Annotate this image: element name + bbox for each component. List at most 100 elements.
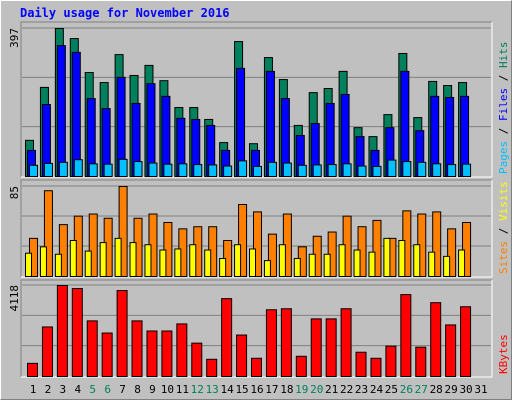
y-tick-label: 4118 [8, 285, 21, 312]
x-tick-label: 26 [400, 383, 413, 396]
bar [116, 290, 128, 377]
bar [445, 324, 457, 378]
bar [312, 164, 322, 178]
bar [54, 253, 62, 278]
bar [327, 164, 337, 177]
plot-border-light [21, 180, 493, 278]
x-tick-label: 17 [265, 383, 278, 396]
bar [238, 160, 248, 178]
bar [174, 248, 182, 277]
bar [325, 318, 337, 377]
legend-entry: Pages [497, 141, 510, 174]
legend-entry: KBytes [497, 334, 510, 374]
bar [114, 237, 122, 277]
bar [462, 222, 472, 277]
bar [253, 165, 262, 177]
bar [27, 362, 38, 377]
bar [278, 244, 286, 277]
x-tick-label: 16 [250, 383, 263, 396]
x-tick-label: 4 [74, 383, 81, 396]
x-tick-label: 11 [176, 383, 189, 396]
x-tick-label: 13 [206, 383, 219, 396]
bar [56, 45, 66, 177]
bar [323, 253, 331, 278]
legend-entry: Hits [497, 42, 510, 69]
x-tick-label: 6 [104, 383, 111, 396]
bar [265, 309, 277, 378]
bar [370, 357, 382, 378]
bar [84, 250, 92, 278]
bar [208, 164, 218, 178]
x-tick-label: 10 [161, 383, 174, 396]
bar [178, 163, 188, 177]
bar [146, 83, 156, 177]
bar [69, 240, 77, 277]
x-tick-label: 22 [340, 383, 353, 396]
bar [146, 330, 158, 377]
bar [428, 251, 436, 278]
x-tick-label: 2 [45, 383, 52, 396]
x-tick-label: 24 [370, 383, 384, 396]
bar [402, 161, 412, 178]
x-tick-label: 19 [295, 383, 308, 396]
x-tick-label: 5 [89, 383, 96, 396]
bar [39, 246, 47, 277]
bar [206, 358, 218, 378]
bar [383, 237, 391, 277]
bar [253, 211, 262, 277]
x-tick-label: 25 [385, 383, 398, 396]
bar [417, 161, 427, 178]
bar [88, 213, 98, 278]
x-tick-label: 31 [474, 383, 487, 396]
bar [357, 165, 367, 177]
bar [432, 163, 442, 177]
bar [223, 165, 233, 177]
bar [430, 302, 442, 377]
bar [249, 248, 256, 277]
x-tick-label: 9 [149, 383, 156, 396]
plot-border-dark [20, 179, 492, 277]
bar [443, 255, 451, 278]
bar [265, 70, 275, 177]
bar [280, 308, 292, 377]
bar [297, 164, 307, 177]
legend-separator: / [497, 68, 510, 88]
legend-entry: Files [497, 88, 510, 121]
bar [58, 161, 68, 178]
bar [29, 164, 38, 177]
bar [267, 233, 277, 278]
bar [398, 240, 406, 277]
bar [71, 288, 83, 377]
bar [234, 244, 242, 277]
legend: KBytes [497, 334, 510, 374]
bar [159, 249, 167, 278]
bar [133, 161, 143, 178]
bar [25, 252, 32, 278]
bar [176, 323, 188, 378]
bar [101, 332, 113, 377]
y-tick-label: 85 [8, 186, 21, 199]
bar [385, 345, 397, 378]
bar [355, 351, 367, 377]
x-tick-label: 29 [445, 383, 458, 396]
bar [204, 249, 212, 278]
x-tick-label: 18 [280, 383, 293, 396]
bar [99, 242, 107, 277]
bar [103, 163, 113, 178]
bar [400, 70, 410, 177]
bar [447, 164, 457, 177]
bar [131, 320, 143, 377]
legend-entry: Visits [497, 181, 510, 221]
bar [387, 159, 397, 178]
bar [447, 228, 457, 277]
x-tick-label: 8 [134, 383, 141, 396]
bar [308, 253, 316, 278]
bar [193, 164, 203, 177]
bar [221, 298, 233, 377]
chart-title: Daily usage for November 2016 [20, 6, 230, 20]
bar [338, 244, 346, 277]
bar [310, 318, 322, 377]
bar [163, 222, 173, 277]
bar [148, 162, 158, 178]
